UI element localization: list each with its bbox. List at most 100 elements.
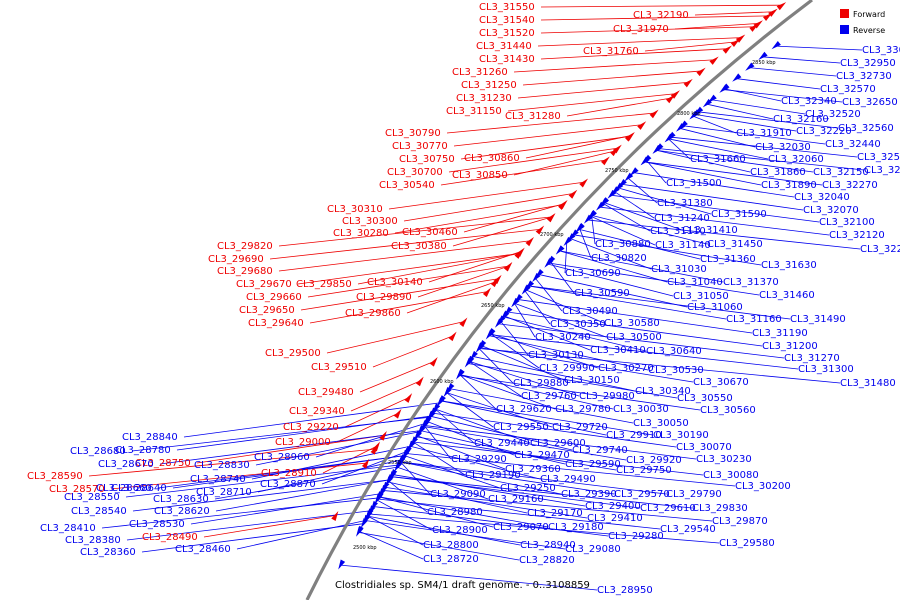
leader-line-reverse xyxy=(500,320,529,356)
reverse-gene-label: CL3_30410 xyxy=(590,345,646,356)
reverse-gene-label: CL3_31460 xyxy=(759,290,815,301)
leader-line-reverse xyxy=(775,45,863,51)
leader-line-reverse xyxy=(656,149,814,173)
forward-gene-label: CL3_31250 xyxy=(461,80,517,91)
reverse-gene-arrow xyxy=(664,133,674,143)
leader-line-reverse xyxy=(679,127,756,148)
reverse-gene-label: CL3_28680 xyxy=(70,446,126,457)
leader-line-reverse xyxy=(214,466,398,500)
leader-line-reverse xyxy=(340,564,598,591)
reverse-gene-label: CL3_29180 xyxy=(548,522,604,533)
reverse-gene-label: CL3_29470 xyxy=(514,450,570,461)
leader-line-reverse xyxy=(257,459,402,493)
reverse-gene-label: CL3_31360 xyxy=(700,254,756,265)
leader-line-reverse xyxy=(315,423,426,458)
reverse-gene-label: CL3_29580 xyxy=(719,538,775,549)
leader-line-reverse xyxy=(514,302,607,338)
forward-gene-arrow xyxy=(546,213,556,223)
leader-line-forward xyxy=(336,412,399,443)
reverse-gene-label: CL3_32120 xyxy=(829,230,885,241)
leader-line-reverse xyxy=(358,531,520,561)
reverse-gene-label: CL3_29790 xyxy=(666,489,722,500)
reverse-gene-label: CL3_29760 xyxy=(521,391,577,402)
forward-gene-label: CL3_31970 xyxy=(613,24,669,35)
reverse-gene-label: CL3_29910 xyxy=(606,430,662,441)
leader-line-reverse xyxy=(412,441,466,476)
reverse-gene-label: CL3_28710 xyxy=(196,487,252,498)
reverse-gene-label: CL3_31110 xyxy=(650,226,706,237)
reverse-gene-label: CL3_31040 xyxy=(667,277,723,288)
forward-gene-label: CL3_29860 xyxy=(345,308,401,319)
reverse-gene-label: CL3_31190 xyxy=(752,328,808,339)
leader-line-reverse xyxy=(579,228,592,259)
reverse-gene-label: CL3_29090 xyxy=(430,489,486,500)
reverse-gene-label: CL3_28630 xyxy=(153,494,209,505)
legend-reverse-label: Reverse xyxy=(853,26,885,35)
scale-tick-label: 2850 kbp xyxy=(752,60,776,66)
reverse-gene-label: CL3_31630 xyxy=(761,260,817,271)
genome-backbone xyxy=(305,0,813,600)
leader-line-forward xyxy=(522,70,702,86)
reverse-gene-label: CL3_31200 xyxy=(762,341,818,352)
reverse-gene-label: CL3_28820 xyxy=(519,555,575,566)
reverse-gene-label: CL3_30200 xyxy=(735,481,791,492)
leader-line-reverse xyxy=(459,374,556,410)
reverse-gene-label: CL3_31660 xyxy=(690,154,746,165)
forward-gene-arrow xyxy=(558,200,568,210)
leader-line-reverse xyxy=(125,464,399,498)
leader-line-forward xyxy=(537,37,742,47)
reverse-gene-label: CL3_29290 xyxy=(451,454,507,465)
leader-line-reverse xyxy=(559,250,668,283)
reverse-gene-label: CL3_32100 xyxy=(819,217,875,228)
leader-line-reverse xyxy=(524,290,551,325)
leader-line-reverse xyxy=(514,303,536,338)
leader-line-reverse xyxy=(578,228,701,260)
forward-gene-label: CL3_30460 xyxy=(402,227,458,238)
forward-gene-arrow xyxy=(579,178,589,188)
leader-line-reverse xyxy=(101,497,379,529)
forward-gene-label: CL3_29220 xyxy=(283,422,339,433)
leader-line-reverse xyxy=(668,138,769,160)
leader-line-reverse xyxy=(458,375,701,411)
reverse-gene-label: CL3_28830 xyxy=(194,460,250,471)
reverse-gene-label: CL3_32650 xyxy=(842,97,898,108)
reverse-gene-label: CL3_31050 xyxy=(673,291,729,302)
reverse-gene-arrow xyxy=(566,233,576,243)
leader-line-reverse xyxy=(388,480,428,513)
reverse-gene-label: CL3_30590 xyxy=(574,288,630,299)
forward-gene-label: CL3_29510 xyxy=(311,362,367,373)
leader-line-forward xyxy=(644,41,737,52)
leader-line-forward xyxy=(513,59,715,73)
leader-line-reverse xyxy=(692,115,737,134)
reverse-gene-label: CL3_30640 xyxy=(646,346,702,357)
leader-line-forward xyxy=(463,203,565,233)
leader-line-reverse xyxy=(478,348,514,384)
leader-line-reverse xyxy=(697,111,839,129)
reverse-gene-label: CL3_31590 xyxy=(711,209,767,220)
leader-line-forward xyxy=(297,252,520,285)
reverse-gene-arrow xyxy=(436,397,445,407)
leader-line-reverse xyxy=(432,412,677,448)
reverse-gene-label: CL3_29980 xyxy=(579,391,635,402)
leader-line-reverse xyxy=(446,392,494,428)
leader-line-reverse xyxy=(670,136,858,158)
leader-line-reverse xyxy=(400,461,562,495)
forward-gene-label: CL3_31260 xyxy=(452,67,508,78)
leader-line-reverse xyxy=(472,356,636,392)
reverse-gene-arrow xyxy=(455,369,464,380)
forward-gene-label: CL3_29680 xyxy=(217,266,273,277)
leader-line-reverse xyxy=(627,177,658,204)
forward-gene-label: CL3_30380 xyxy=(391,241,447,252)
reverse-gene-label: CL3_28540 xyxy=(71,506,127,517)
reverse-gene-arrow xyxy=(338,559,346,570)
leader-line-reverse xyxy=(420,430,566,465)
forward-gene-label: CL3_28910 xyxy=(261,468,317,479)
leader-line-reverse xyxy=(602,203,651,232)
leader-line-forward xyxy=(196,434,385,464)
leader-line-reverse xyxy=(190,493,381,525)
reverse-gene-label: CL3_30070 xyxy=(676,442,732,453)
leader-line-forward xyxy=(357,252,520,285)
reverse-gene-label: CL3_32060 xyxy=(768,154,824,165)
leader-line-forward xyxy=(388,181,585,210)
reverse-gene-label: CL3_31270 xyxy=(784,353,840,364)
